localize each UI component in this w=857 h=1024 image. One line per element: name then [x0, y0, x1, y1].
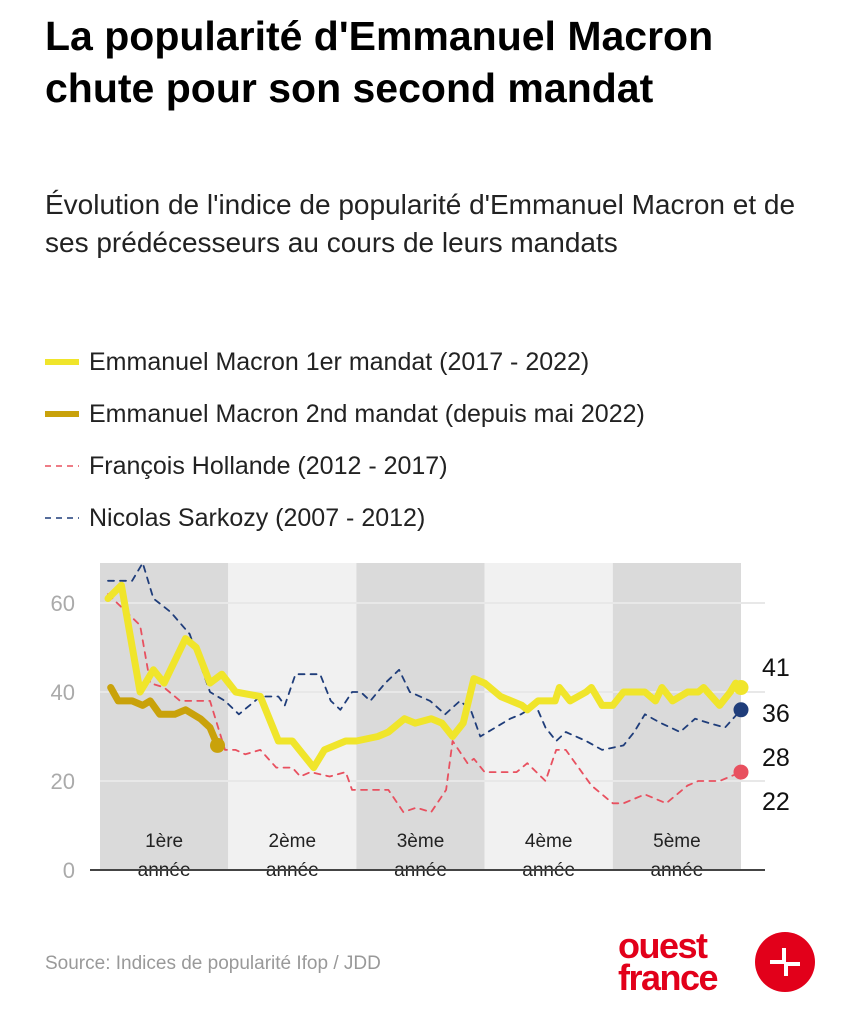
y-tick-label: 20: [51, 769, 75, 794]
y-tick-label: 40: [51, 680, 75, 705]
end-value-label: 22: [762, 788, 790, 816]
legend-swatch-macron2: [45, 411, 79, 417]
legend-swatch-sarkozy: [45, 517, 79, 519]
chart-title: La popularité d'Emmanuel Macron chute po…: [45, 13, 714, 111]
end-value-label: 41: [762, 654, 790, 682]
series-line-macron2: [107, 684, 221, 749]
series-line-hollande: [107, 593, 742, 813]
source-note: Source: Indices de popularité Ifop / JDD: [45, 953, 381, 974]
legend-item-macron1: Emmanuel Macron 1er mandat (2017 - 2022): [45, 336, 645, 388]
end-value-label: 36: [762, 700, 790, 728]
ouest-france-logo: ouest france: [618, 928, 815, 998]
end-point-hollande: [733, 764, 749, 780]
band-label: 5ème: [653, 831, 701, 852]
legend-item-macron2: Emmanuel Macron 2nd mandat (depuis mai 2…: [45, 388, 645, 440]
legend-swatch-hollande: [45, 465, 79, 467]
band-label: 3ème: [397, 831, 445, 852]
series-line-macron1: [104, 581, 745, 772]
y-tick-label: 0: [63, 858, 75, 883]
year-band: [228, 563, 357, 870]
legend-label: François Hollande (2012 - 2017): [89, 451, 448, 480]
logo-text-france: france: [618, 957, 718, 998]
series-line-sarkozy: [107, 562, 742, 751]
logo-text-ouest: ouest: [618, 928, 708, 966]
band-label: 1ère: [145, 831, 183, 852]
end-value-label: 28: [762, 744, 790, 772]
band-label: 4ème: [525, 831, 573, 852]
year-band: [612, 563, 741, 870]
end-point-macron1: [733, 680, 749, 696]
legend-swatch-macron1: [45, 359, 79, 365]
legend-label: Emmanuel Macron 2nd mandat (depuis mai 2…: [89, 399, 645, 428]
legend-label: Nicolas Sarkozy (2007 - 2012): [89, 503, 426, 532]
legend-item-sarkozy: Nicolas Sarkozy (2007 - 2012): [45, 492, 645, 544]
legend-label: Emmanuel Macron 1er mandat (2017 - 2022): [89, 347, 590, 376]
legend-item-hollande: François Hollande (2012 - 2017): [45, 440, 645, 492]
chart-subtitle: Évolution de l'indice de popularité d'Em…: [45, 189, 796, 258]
y-tick-label: 60: [51, 591, 75, 616]
legend: Emmanuel Macron 1er mandat (2017 - 2022)…: [45, 336, 645, 544]
end-point-sarkozy: [733, 702, 749, 718]
end-point-macron2: [210, 737, 226, 753]
band-label: 2ème: [269, 831, 317, 852]
year-band: [484, 563, 613, 870]
